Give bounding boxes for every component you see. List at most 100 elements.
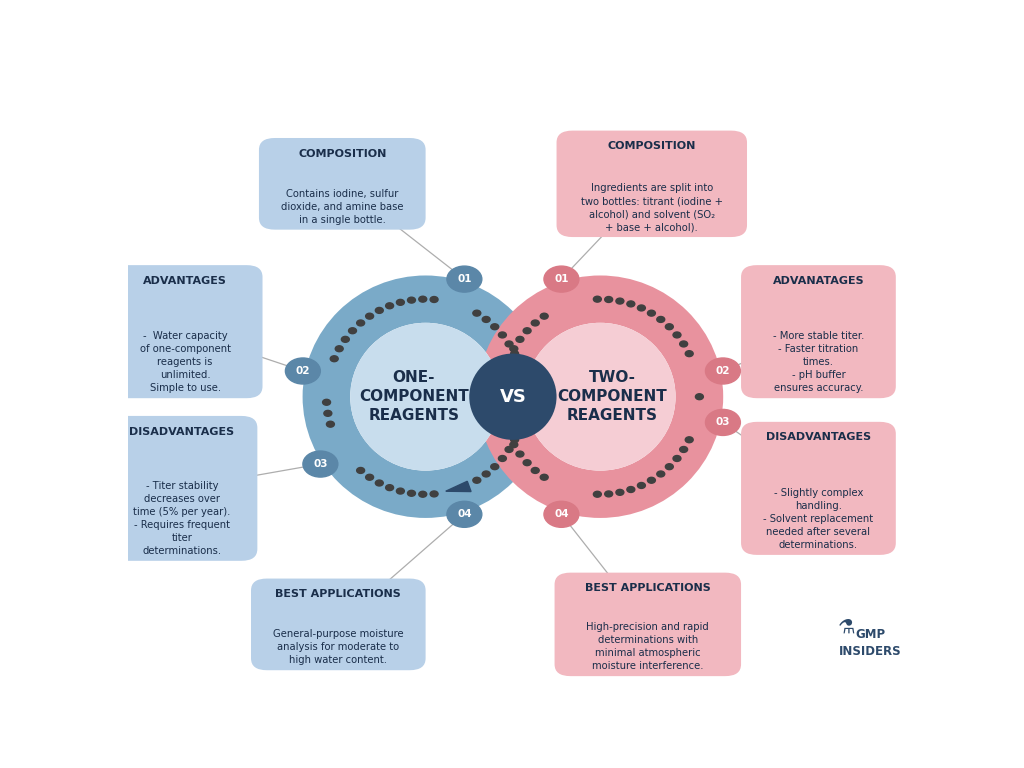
Circle shape (408, 297, 416, 303)
Circle shape (505, 341, 513, 347)
Text: ADVANTAGES: ADVANTAGES (143, 276, 227, 286)
Text: 01: 01 (554, 274, 568, 284)
Circle shape (637, 305, 645, 311)
Text: BEST APPLICATIONS: BEST APPLICATIONS (585, 583, 711, 594)
Circle shape (605, 296, 612, 303)
Circle shape (515, 426, 523, 432)
Text: VS: VS (500, 388, 526, 406)
Circle shape (499, 410, 507, 416)
FancyBboxPatch shape (259, 138, 426, 230)
Text: -  Water capacity
of one-component
reagents is
unlimited.
Simple to use.: - Water capacity of one-component reagen… (139, 331, 230, 393)
Circle shape (386, 303, 393, 309)
Text: DISADVANTAGES: DISADVANTAGES (129, 426, 234, 436)
Circle shape (430, 491, 438, 497)
Circle shape (515, 361, 523, 367)
Circle shape (523, 328, 531, 333)
Circle shape (501, 421, 509, 427)
Circle shape (505, 356, 513, 362)
Circle shape (505, 432, 513, 438)
Polygon shape (445, 482, 471, 492)
Ellipse shape (303, 276, 549, 518)
Text: GMP
INSIDERS: GMP INSIDERS (839, 628, 901, 658)
FancyBboxPatch shape (251, 578, 426, 670)
Text: - Titer stability
decreases over
time (5% per year).
- Requires frequent
titer
d: - Titer stability decreases over time (5… (133, 481, 230, 556)
Circle shape (335, 346, 343, 352)
Text: General-purpose moisture
analysis for moderate to
high water content.: General-purpose moisture analysis for mo… (273, 630, 403, 666)
Text: - Slightly complex
handling.
- Solvent replacement
needed after several
determin: - Slightly complex handling. - Solvent r… (763, 488, 873, 550)
Text: 04: 04 (457, 509, 472, 519)
FancyBboxPatch shape (557, 131, 748, 237)
Circle shape (473, 477, 481, 483)
Circle shape (386, 485, 393, 491)
Circle shape (666, 464, 674, 470)
Ellipse shape (524, 323, 676, 471)
Circle shape (498, 388, 505, 394)
Circle shape (666, 324, 674, 329)
Circle shape (366, 313, 374, 319)
Circle shape (482, 316, 490, 323)
Circle shape (446, 266, 482, 292)
Circle shape (511, 351, 518, 356)
Text: DISADVANTAGES: DISADVANTAGES (766, 432, 871, 442)
Text: Ingredients are split into
two bottles: titrant (iodine +
alcohol) and solvent (: Ingredients are split into two bottles: … (581, 184, 723, 232)
Circle shape (615, 489, 624, 495)
Circle shape (518, 415, 526, 422)
Circle shape (473, 310, 481, 316)
Circle shape (673, 332, 681, 338)
Circle shape (544, 502, 579, 528)
Circle shape (482, 471, 490, 477)
Circle shape (327, 421, 335, 427)
Circle shape (593, 296, 601, 302)
Circle shape (366, 475, 374, 480)
Circle shape (408, 490, 416, 496)
Circle shape (706, 409, 740, 435)
Circle shape (499, 332, 506, 338)
Text: ⚗: ⚗ (838, 617, 855, 637)
Text: 03: 03 (716, 418, 730, 428)
Circle shape (331, 356, 338, 362)
FancyBboxPatch shape (555, 573, 741, 676)
Text: 04: 04 (554, 509, 568, 519)
Circle shape (490, 324, 499, 329)
Circle shape (356, 320, 365, 326)
Circle shape (680, 446, 687, 452)
Circle shape (499, 377, 507, 383)
Circle shape (396, 300, 404, 306)
Circle shape (685, 351, 693, 356)
Circle shape (324, 410, 332, 416)
Circle shape (541, 313, 548, 319)
Circle shape (419, 492, 427, 497)
Text: ADVANATAGES: ADVANATAGES (773, 276, 864, 286)
Circle shape (510, 442, 518, 448)
Circle shape (520, 405, 528, 411)
Text: 02: 02 (296, 366, 310, 376)
Ellipse shape (477, 276, 723, 518)
Ellipse shape (350, 323, 501, 471)
Text: COMPOSITION: COMPOSITION (607, 141, 696, 151)
Circle shape (303, 451, 338, 477)
FancyBboxPatch shape (741, 265, 896, 398)
Circle shape (593, 492, 601, 497)
FancyBboxPatch shape (108, 265, 262, 398)
Circle shape (348, 328, 356, 333)
Text: 01: 01 (457, 274, 472, 284)
Circle shape (505, 446, 513, 452)
Circle shape (376, 307, 383, 313)
Ellipse shape (524, 323, 676, 471)
Circle shape (531, 468, 540, 473)
Text: High-precision and rapid
determinations with
minimal atmospheric
moisture interf: High-precision and rapid determinations … (587, 622, 710, 671)
Circle shape (673, 455, 681, 462)
Circle shape (323, 399, 331, 406)
Circle shape (541, 475, 548, 480)
Circle shape (544, 266, 579, 292)
Circle shape (430, 296, 438, 303)
Text: Contains iodine, sulfur
dioxide, and amine base
in a single bottle.: Contains iodine, sulfur dioxide, and ami… (281, 189, 403, 225)
Text: ONE-
COMPONENT
REAGENTS: ONE- COMPONENT REAGENTS (358, 370, 469, 423)
Circle shape (695, 394, 703, 399)
Circle shape (501, 366, 509, 372)
FancyBboxPatch shape (741, 422, 896, 555)
Circle shape (656, 316, 665, 323)
Circle shape (706, 358, 740, 384)
Text: COMPOSITION: COMPOSITION (298, 149, 386, 159)
Circle shape (605, 491, 612, 497)
